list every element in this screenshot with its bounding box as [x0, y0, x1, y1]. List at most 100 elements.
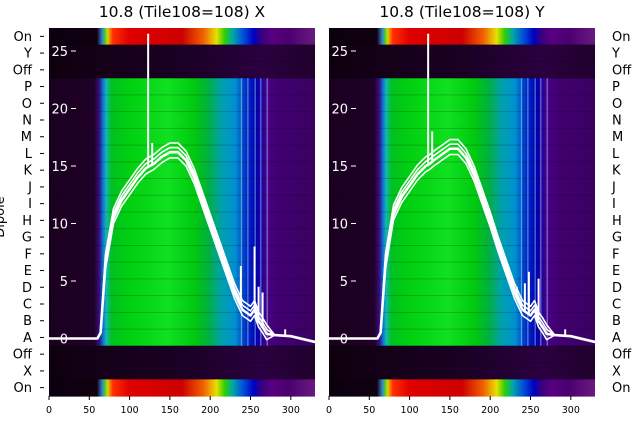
dipole-label-left: H: [22, 214, 32, 229]
heatmap-row-e: [329, 262, 595, 280]
overlay-series-line: [49, 157, 316, 343]
dipole-label-left: On: [14, 381, 32, 396]
heatmap-row-c: [329, 295, 595, 313]
dipole-label-left: P: [24, 80, 32, 95]
x-tick-label: 100: [401, 405, 419, 416]
dipole-label-left: On: [14, 30, 32, 45]
heatmap-row-o: [329, 94, 595, 113]
heatmap-row-e: [49, 262, 315, 280]
heatmap-row-y: [329, 44, 595, 63]
dipole-label-left: D: [22, 281, 32, 296]
heatmap-channel-streak: [534, 78, 536, 346]
heatmap-row-y: [49, 44, 315, 63]
dipole-label-right: A: [612, 331, 621, 346]
dipole-label-right: I: [612, 197, 616, 212]
power-tick-label: 10: [51, 218, 68, 233]
x-tick-label: 200: [481, 405, 499, 416]
heatmap-channel-streak: [240, 78, 243, 346]
dipole-label-right: H: [612, 214, 622, 229]
x-tick-label: 0: [326, 405, 332, 416]
x-tick-label: 250: [521, 405, 539, 416]
dipole-label-left: X: [23, 364, 32, 379]
dipole-label-right: P: [612, 80, 620, 95]
x-tick-label: 100: [121, 405, 139, 416]
heatmap-row-i: [49, 195, 315, 213]
heatmap-row-b: [49, 312, 315, 330]
dipole-label-right: F: [612, 247, 619, 262]
dipole-label-right: X: [612, 364, 621, 379]
heatmap-row-off: [49, 345, 315, 364]
heatmap-channel-streak: [254, 78, 256, 346]
heatmap-row-k: [329, 161, 595, 180]
heatmap-channel-streak: [546, 78, 548, 346]
heatmap-row-on: [49, 28, 315, 46]
power-tick-label: 0: [60, 333, 68, 348]
power-tick-label: 15: [51, 160, 68, 175]
dipole-label-right: D: [612, 281, 622, 296]
dipole-label-right: O: [612, 97, 622, 112]
heatmap-row-n: [49, 111, 315, 129]
power-tick-label: 10: [331, 218, 348, 233]
x-tick-label: 50: [363, 405, 375, 416]
heatmap-row-o: [49, 94, 315, 113]
heatmap-channel-streak: [527, 78, 529, 346]
chart-panel-x: 10.8 (Tile108=108) X 0 50 100 150 200 250 300 0 5…: [46, 3, 316, 416]
heatmap-row-h: [329, 212, 595, 230]
overlay-series-line: [49, 150, 316, 344]
x-tick-label: 300: [282, 405, 300, 416]
overlay-series-line: [329, 153, 596, 343]
heatmap-row-a: [49, 329, 315, 347]
dipole-label-right: C: [612, 298, 621, 313]
heatmap-row-off: [49, 61, 315, 79]
chart-title: 10.8 (Tile108=108) X: [99, 3, 266, 21]
heatmap-channel-streak: [247, 78, 249, 346]
x-tick-label: 200: [201, 405, 219, 416]
heatmap-row-j: [49, 178, 315, 196]
heatmap-row-i: [329, 195, 595, 213]
dipole-label-left: Y: [23, 47, 32, 62]
heatmap-row-d: [49, 278, 315, 297]
dipole-label-right: E: [612, 264, 620, 279]
heatmap-row-h: [49, 212, 315, 230]
dipole-label-left: B: [23, 314, 32, 329]
power-tick-label: 5: [60, 275, 68, 290]
heatmap-row-on: [329, 379, 595, 397]
dipole-label-left: E: [24, 264, 32, 279]
heatmap-row-f: [329, 245, 595, 263]
power-tick-label: 20: [51, 103, 68, 118]
x-tick-label: 150: [441, 405, 459, 416]
heatmap-row-b: [329, 312, 595, 330]
dipole-label-left: A: [23, 331, 32, 346]
dipole-label-left: C: [23, 298, 32, 313]
dipole-label-right: K: [612, 164, 621, 179]
heatmap-row-on: [49, 379, 315, 397]
heatmap-channel-streak: [520, 78, 523, 346]
chart-panel-y: 10.8 (Tile108=108) Y 0 50 100 150 200 250 300 0 5…: [326, 3, 596, 416]
heatmap-row-p: [329, 78, 595, 96]
heatmap-channel-streak: [540, 78, 542, 346]
dipole-label-left: L: [25, 147, 33, 162]
dipole-label-right: Off: [612, 348, 632, 363]
dipole-label-right: G: [612, 231, 622, 246]
heatmap-row-a: [329, 329, 595, 347]
heatmap-channel-streak: [260, 78, 262, 346]
heatmap-row-m: [329, 128, 595, 146]
heatmap-row-d: [329, 278, 595, 297]
heatmap-row-g: [49, 228, 315, 247]
dipole-label-left: J: [27, 180, 32, 195]
heatmap-row-x: [49, 362, 315, 380]
power-tick-label: 0: [340, 333, 348, 348]
power-tick-label: 5: [340, 275, 348, 290]
dipole-label-left: F: [25, 247, 32, 262]
dipole-label-left: I: [28, 197, 32, 212]
heatmap-row-k: [49, 161, 315, 180]
x-tick-label: 50: [83, 405, 95, 416]
heatmap-row-p: [49, 78, 315, 96]
heatmap-row-l: [49, 145, 315, 163]
power-tick-label: 15: [331, 160, 348, 175]
y-axis-label: Dipole: [0, 196, 8, 237]
power-tick-label: 25: [51, 45, 68, 60]
dipole-label-left: N: [22, 114, 32, 129]
heatmap-row-off: [329, 61, 595, 79]
